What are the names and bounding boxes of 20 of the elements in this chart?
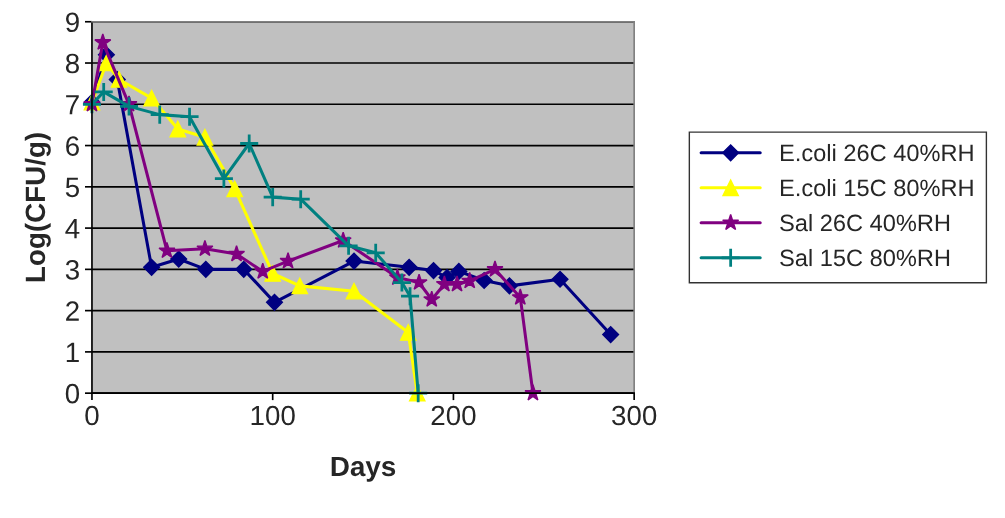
x-tick-label: 0 — [85, 405, 99, 426]
y-tick-label: 1 — [66, 342, 79, 362]
legend-label: E.coli 26C 40%RH — [781, 143, 973, 162]
legend-label: E.coli 15C 80%RH — [781, 178, 973, 197]
y-tick-label: 2 — [66, 301, 79, 321]
y-tick-label: 9 — [66, 12, 79, 33]
y-tick-label: 8 — [65, 53, 79, 74]
y-tick-label: 6 — [66, 136, 79, 156]
y-tick-label: 3 — [65, 260, 79, 280]
y-tick-label: 7 — [66, 95, 79, 115]
x-tick-label: 200 — [431, 405, 476, 426]
legend-label: Sal 26C 40%RH — [780, 213, 950, 232]
y-tick-label: 0 — [65, 383, 80, 404]
y-axis-title: Log(CFU/g) — [24, 133, 51, 282]
y-tick-label: 5 — [65, 177, 79, 198]
y-tick-label: 4 — [65, 219, 80, 239]
legend-label: Sal 15C 80%RH — [780, 248, 950, 267]
x-tick-label: 300 — [612, 405, 657, 426]
x-axis-title: Days — [331, 456, 396, 482]
x-tick-label: 100 — [251, 405, 295, 426]
